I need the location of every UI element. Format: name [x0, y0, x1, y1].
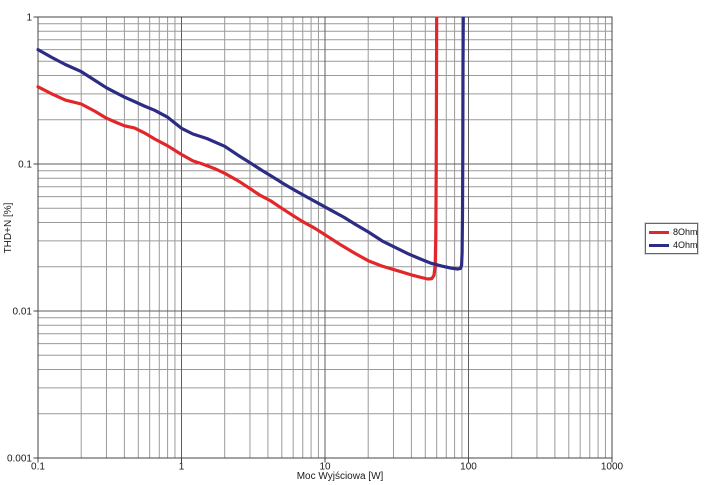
legend-entry-8ohm: 8Ohm	[649, 227, 698, 237]
y-axis-label: THD+N [%]	[3, 202, 14, 253]
legend-entry-4ohm: 4Ohm	[649, 240, 698, 250]
legend-label-4ohm: 4Ohm	[673, 239, 698, 250]
x-axis-label: Moc Wyjściowa [W]	[297, 471, 384, 482]
axis-ticks	[33, 16, 613, 463]
x-tick-label-4: 1000	[601, 462, 624, 473]
y-tick-label-1: 0.1	[18, 160, 32, 171]
x-tick-label-3: 100	[460, 462, 477, 473]
legend-line-4ohm-icon	[649, 243, 669, 247]
legend-line-8ohm-icon	[649, 230, 669, 234]
tick-labels: 0.1 1 10 100 1000 1 0.1 0.01 0.001	[7, 13, 624, 473]
x-tick-label-1: 1	[179, 462, 185, 473]
y-tick-label-2: 0.01	[13, 307, 33, 318]
series-line-8ohm	[36, 16, 439, 281]
y-tick-label-0: 1	[26, 13, 32, 24]
legend: 8Ohm 4Ohm	[645, 223, 698, 254]
y-tick-label-3: 0.001	[7, 454, 32, 465]
x-tick-label-2: 10	[319, 462, 331, 473]
x-tick-label-0: 0.1	[31, 462, 45, 473]
series-line-4ohm	[36, 16, 465, 271]
legend-label-8ohm: 8Ohm	[673, 226, 698, 237]
